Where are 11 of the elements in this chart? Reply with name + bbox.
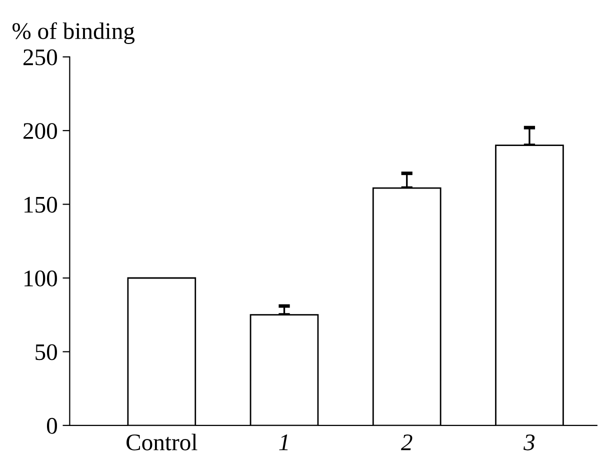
y-tick-label: 0 [46, 418, 57, 434]
x-tick-label: 3 [524, 434, 535, 450]
y-tick-label: 50 [36, 344, 57, 360]
y-tick-label: 150 [24, 196, 57, 213]
y-axis-title: % of binding [12, 22, 135, 44]
y-tick-label: 100 [24, 270, 57, 286]
x-tick-label: Control [126, 434, 198, 450]
x-tick-label: 1 [279, 434, 288, 450]
y-tick-label: 250 [24, 49, 57, 66]
y-tick-label: 200 [24, 123, 57, 140]
x-tick-label: 2 [400, 434, 412, 450]
